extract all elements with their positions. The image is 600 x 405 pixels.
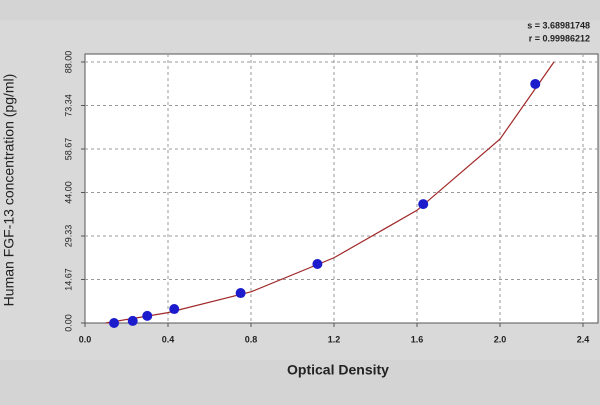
- y-axis-label: Human FGF-13 concentration (pg/ml): [1, 74, 17, 307]
- data-point: [142, 310, 153, 321]
- x-tick-label: 2.0: [494, 334, 507, 344]
- y-tick-label: 73.34: [63, 94, 73, 117]
- x-tick-label: 1.6: [411, 334, 424, 344]
- x-tick-label: 0.4: [162, 334, 175, 344]
- fit-curve: [105, 61, 555, 324]
- annotation: r = 0.99986212: [529, 33, 590, 43]
- x-tick-label: 2.4: [577, 334, 590, 344]
- y-tick-label: 44.00: [63, 181, 73, 204]
- data-point: [312, 258, 323, 269]
- y-tick-label: 0.00: [63, 314, 73, 332]
- y-tick-label: 88.00: [63, 51, 73, 74]
- x-tick-label: 0.8: [245, 334, 258, 344]
- data-point: [235, 288, 246, 299]
- x-axis-label: Optical Density: [287, 362, 389, 378]
- data-point: [109, 318, 120, 328]
- data-point: [530, 78, 541, 89]
- x-tick-label: 1.2: [328, 334, 341, 344]
- data-point: [127, 315, 138, 326]
- y-tick-label: 29.33: [63, 225, 73, 248]
- x-tick-label: 0.0: [79, 334, 92, 344]
- plot-area: [84, 53, 599, 324]
- y-tick-label: 14.67: [63, 268, 73, 291]
- annotation: s = 3.68981748: [527, 20, 590, 30]
- y-tick-label: 58.67: [63, 138, 73, 161]
- data-point: [169, 304, 180, 315]
- data-point: [418, 199, 429, 210]
